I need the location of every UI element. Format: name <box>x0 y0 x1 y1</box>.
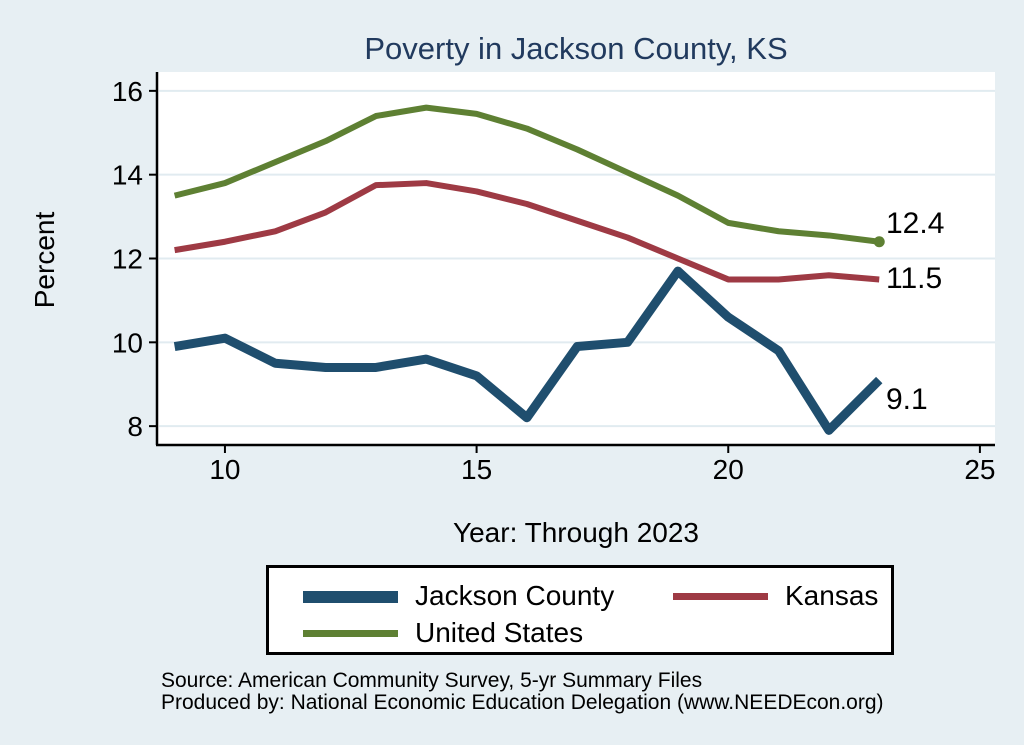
y-tick-label-14: 14 <box>112 160 143 191</box>
legend-label-jackson-county: Jackson County <box>415 580 615 611</box>
y-tick-label-8: 8 <box>127 411 143 442</box>
x-tick-label-10: 10 <box>209 454 240 485</box>
footer-source-line: Source: American Community Survey, 5-yr … <box>161 669 703 692</box>
x-axis-title: Year: Through 2023 <box>453 517 699 548</box>
endpoint-dot-united-states <box>873 236 885 248</box>
legend-swatch-united-states <box>303 630 398 637</box>
legend-item-kansas: Kansas <box>659 581 879 611</box>
legend-swatch-jackson-county <box>303 591 398 603</box>
legend: Jackson County Kansas United States <box>266 565 894 655</box>
footer-produced-line: Produced by: National Economic Education… <box>161 691 884 714</box>
x-tick-label-15: 15 <box>461 454 492 485</box>
line-united-states <box>173 104 880 245</box>
legend-item-jackson-county: Jackson County <box>289 581 649 611</box>
y-tick-label-12: 12 <box>112 244 143 275</box>
end-label-kansas: 11.5 <box>886 262 943 295</box>
end-label-jackson-county: 9.1 <box>886 383 928 416</box>
x-tick-label-25: 25 <box>964 454 995 485</box>
x-tick-label-20: 20 <box>713 454 744 485</box>
legend-swatch-kansas <box>673 593 768 600</box>
y-tick-label-16: 16 <box>112 76 143 107</box>
y-axis-title: Percent <box>29 211 60 309</box>
legend-label-kansas: Kansas <box>785 580 879 611</box>
y-tick-label-10: 10 <box>112 327 143 358</box>
legend-item-united-states: United States <box>289 618 649 648</box>
line-jackson-county <box>173 266 883 435</box>
legend-label-united-states: United States <box>415 617 584 648</box>
end-label-united-states: 12.4 <box>886 207 945 240</box>
line-kansas <box>174 180 880 283</box>
chart-title: Poverty in Jackson County, KS <box>364 31 788 66</box>
